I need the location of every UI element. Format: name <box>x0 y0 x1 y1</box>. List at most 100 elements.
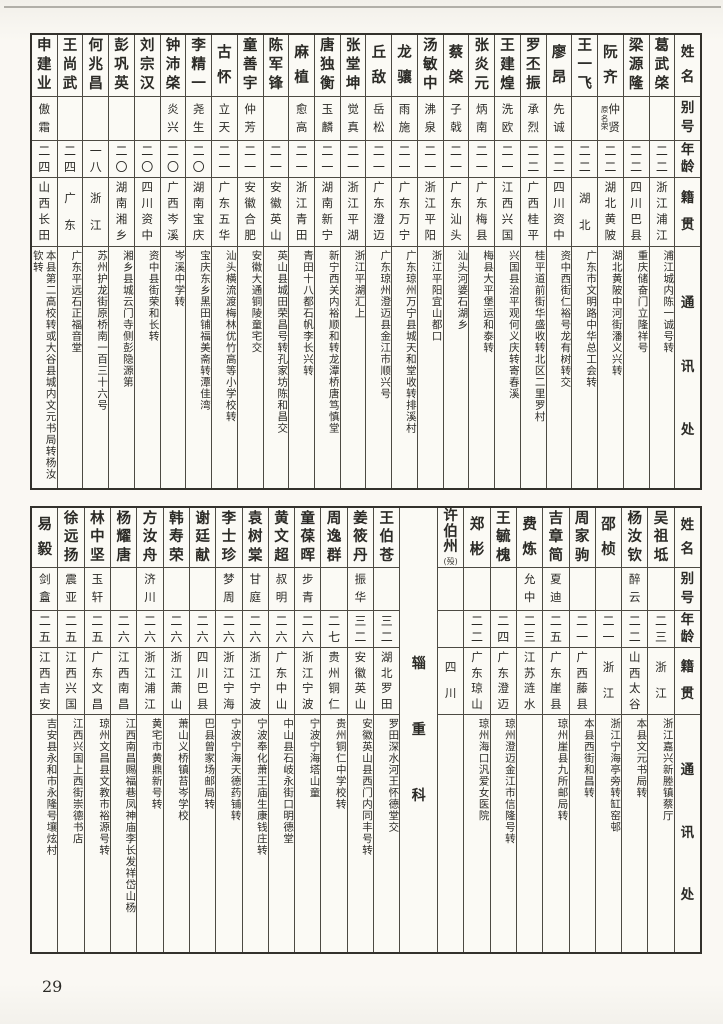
glyph: 剑 <box>39 572 51 587</box>
alias-cell <box>163 568 189 611</box>
glyph: 沸 <box>424 101 437 116</box>
glyph: 二 <box>604 144 617 158</box>
glyph: 浙 <box>655 660 667 675</box>
glyph: 章 <box>548 529 564 546</box>
glyph: 五 <box>91 630 104 644</box>
alias-text: 剑盫 <box>32 568 57 610</box>
glyph: 二 <box>549 614 562 628</box>
glyph: 二 <box>628 630 641 644</box>
glyph: 吴 <box>653 510 669 527</box>
name-text: 杨耀唐 <box>111 508 136 567</box>
address-text <box>517 715 542 952</box>
glyph: 童 <box>242 38 258 55</box>
person-column: 袁树棠甘庭二六浙江宁波宁波奉化萧王庙生康钱庄转 <box>241 508 268 952</box>
origin-text: 湖北 <box>572 178 597 246</box>
origin-cell: 江西南昌 <box>111 648 137 715</box>
origin-text: 四川资中 <box>135 178 160 246</box>
glyph: 四 <box>497 630 510 644</box>
glyph: 二 <box>64 144 77 158</box>
origin-cell: 浙江宁海 <box>216 648 242 715</box>
glyph: 广 <box>497 650 510 664</box>
age-text: 二三 <box>648 611 673 647</box>
glyph: 林 <box>90 510 105 527</box>
address-text: 罗田深水河王怀德堂交 <box>387 718 400 833</box>
origin-text: 浙江 <box>83 178 108 246</box>
glyph: 四 <box>141 180 153 195</box>
name-cell: 蔡棨 <box>443 35 469 97</box>
glyph: 二 <box>630 144 643 158</box>
glyph: 逸 <box>326 529 342 546</box>
glyph: 广 <box>450 180 462 195</box>
origin-text: 四川巴县 <box>190 648 215 714</box>
glyph: 宝 <box>192 212 205 227</box>
name-text: 童善宇 <box>238 35 263 96</box>
person-column: 童善宇仲芳二一安徽合肥安徽大通铜陵童宅交 <box>236 35 263 488</box>
origin-cell: 浙江宁波 <box>242 648 268 715</box>
header-label-name: 姓名 <box>675 508 700 567</box>
person-column: 丘敌岳松二一广东澄迈广东琼州澄迈县金江市顺兴号 <box>365 35 392 488</box>
alias-cell: 醉云 <box>622 568 648 611</box>
name-cell: 方汝舟 <box>137 508 163 568</box>
glyph: 藤 <box>576 681 588 695</box>
glyph: 安 <box>354 650 367 664</box>
glyph: 太 <box>629 681 641 695</box>
age-cell: 二二 <box>546 141 572 178</box>
alias-cell: 承烈 <box>520 97 546 141</box>
origin-cell: 湖南湘乡 <box>109 178 134 247</box>
glyph: 一 <box>347 160 360 174</box>
glyph: 黄 <box>604 212 617 227</box>
glyph: 简 <box>548 547 564 564</box>
name-cell: 童善宇 <box>237 35 263 97</box>
person-column: 许伯州 (殁) 四川 <box>437 508 464 952</box>
glyph: 原 <box>600 105 609 115</box>
origin-text: 浙江浦江 <box>137 648 162 714</box>
glyph: 中 <box>553 228 565 243</box>
glyph: 处 <box>680 422 695 439</box>
person-column: 韩寿荣二六浙江萧山萧山义桥镇苔岑学校 <box>162 508 189 952</box>
address-cell: 汕头河婆石湖乡 <box>444 247 468 488</box>
name-cell: 李士珍 <box>216 508 242 568</box>
glyph: 二 <box>655 144 668 158</box>
age-text: 二二 <box>547 141 572 177</box>
glyph: 广 <box>398 180 411 195</box>
alias-text <box>491 568 516 610</box>
glyph: 二 <box>166 144 179 158</box>
age-text: 二一 <box>238 141 263 177</box>
glyph: 中 <box>275 681 288 695</box>
glyph: 三 <box>354 614 367 628</box>
alias-text: 傲霜 <box>32 97 57 140</box>
glyph: 二 <box>249 614 262 628</box>
address-text: 浦江城内陈一诚号转 <box>662 250 675 354</box>
glyph: 县 <box>196 696 209 711</box>
address-text: 湘乡县城云门寺侧彭隐源第 <box>121 250 134 388</box>
name-text: 邵桢 <box>596 508 621 567</box>
alias-text <box>321 568 346 610</box>
glyph: 二 <box>578 144 591 158</box>
glyph: 迈 <box>373 228 385 243</box>
glyph: 山 <box>629 650 641 664</box>
glyph: 一 <box>269 160 282 174</box>
glyph: 六 <box>301 630 314 644</box>
origin-text: 浙江青田 <box>289 178 314 246</box>
origin-text: 浙江萧山 <box>164 648 189 714</box>
age-cell <box>438 611 464 648</box>
age-text: 二六 <box>269 611 294 647</box>
header-alias: 别号 <box>675 97 700 141</box>
glyph: 松 <box>373 119 385 134</box>
glyph: 二 <box>196 614 209 628</box>
alias-cell: 梦周 <box>216 568 242 611</box>
glyph: 一 <box>450 160 463 174</box>
glyph: 徽 <box>244 196 256 211</box>
age-text: 二一 <box>444 141 469 177</box>
glyph: 六 <box>170 630 183 644</box>
age-cell: 二六 <box>295 611 321 648</box>
glyph: 二 <box>354 630 367 644</box>
glyph: 锋 <box>268 76 284 93</box>
glyph: 平 <box>424 212 437 227</box>
alias-text: 岳松 <box>366 97 391 140</box>
alias-text <box>464 568 489 610</box>
glyph: 广 <box>550 650 562 664</box>
glyph: 六 <box>117 630 130 644</box>
header-label-origin: 籍贯 <box>675 178 700 246</box>
glyph: 江 <box>523 650 536 664</box>
